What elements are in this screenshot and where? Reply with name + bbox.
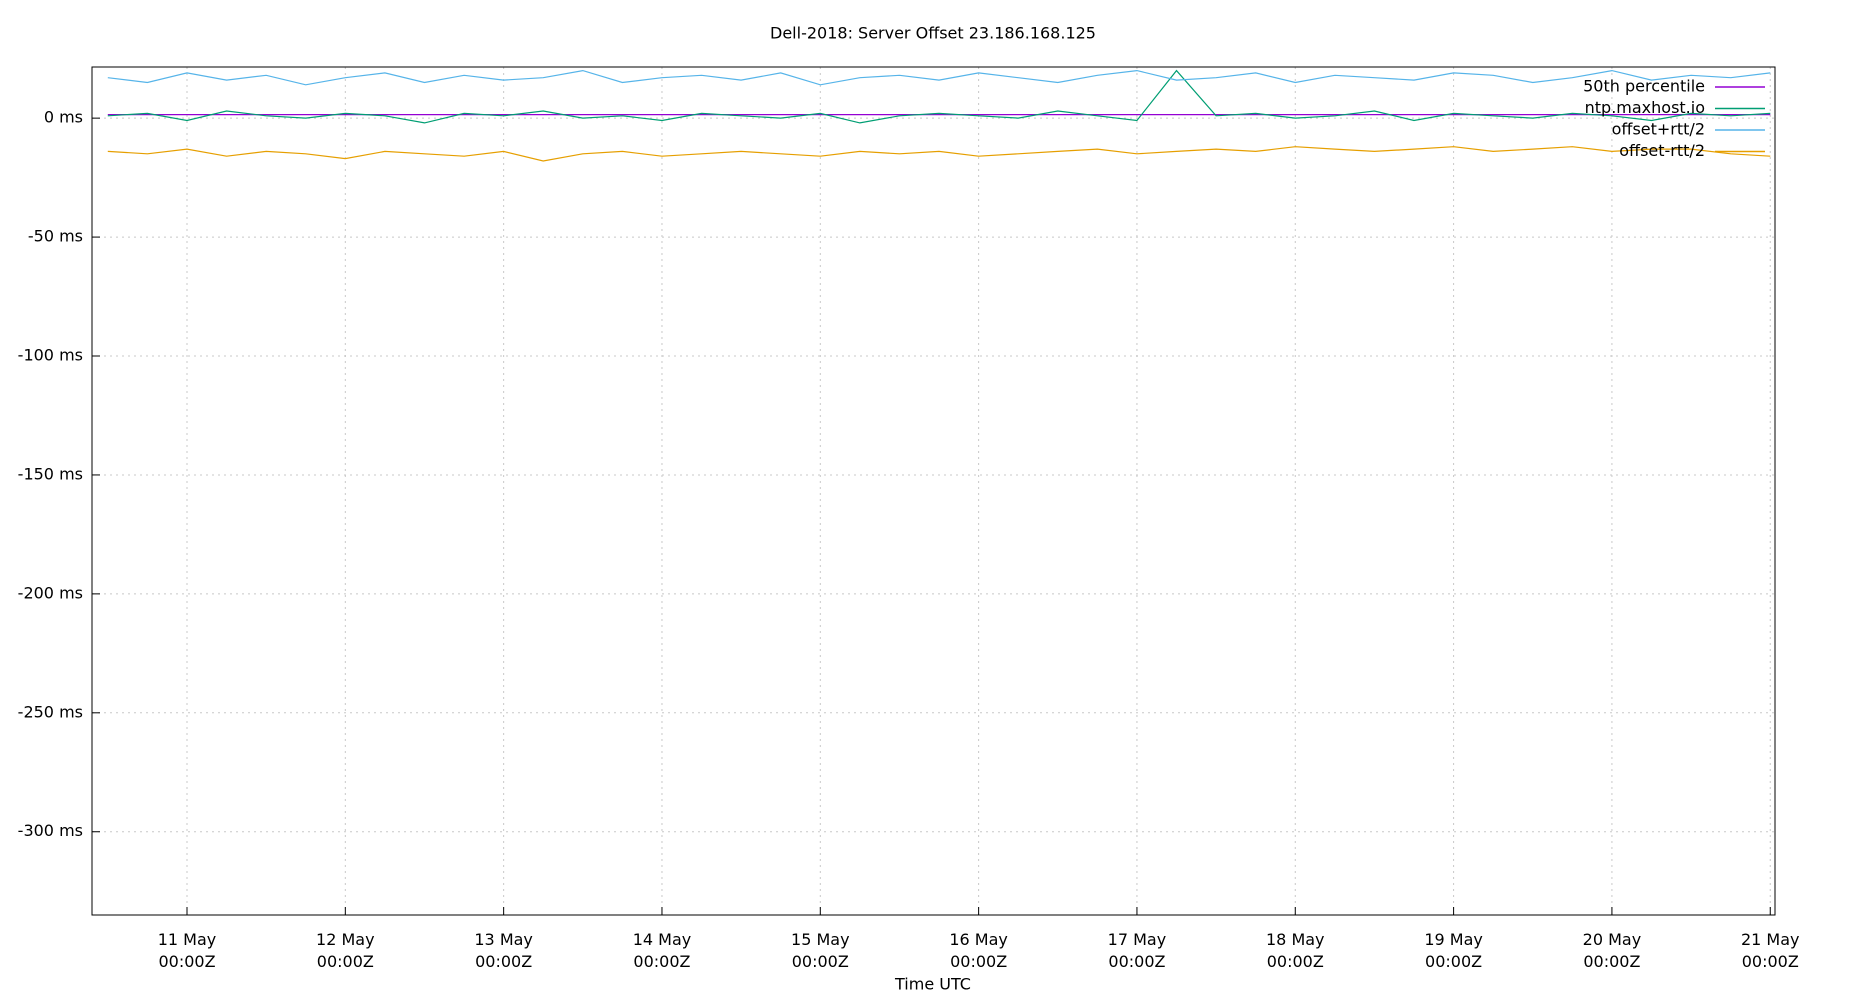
- x-tick-label: 19 May 00:00Z: [1424, 930, 1483, 971]
- y-tick-label: -200 ms: [18, 583, 83, 602]
- x-tick-label: 14 May 00:00Z: [633, 930, 692, 971]
- x-tick-label: 12 May 00:00Z: [316, 930, 375, 971]
- x-tick-label: 17 May 00:00Z: [1108, 930, 1167, 971]
- series-line: [107, 69, 1771, 86]
- legend-label: offset+rtt/2: [1612, 120, 1705, 139]
- x-tick-label: 13 May 00:00Z: [474, 930, 533, 971]
- legend-label: 50th percentile: [1583, 77, 1705, 96]
- x-tick-label: 16 May 00:00Z: [949, 930, 1008, 971]
- y-tick-label: -300 ms: [18, 821, 83, 840]
- y-tick-label: -50 ms: [28, 227, 83, 246]
- x-tick-label: 15 May 00:00Z: [791, 930, 850, 971]
- series-line: [107, 146, 1771, 162]
- y-tick-label: 0 ms: [44, 108, 83, 127]
- legend-label: ntp.maxhost.io: [1585, 98, 1705, 117]
- y-tick-label: -250 ms: [18, 702, 83, 721]
- y-tick-label: -100 ms: [18, 346, 83, 365]
- y-tick-label: -150 ms: [18, 464, 83, 483]
- x-tick-label: 21 May 00:00Z: [1741, 930, 1800, 971]
- x-tick-label: 18 May 00:00Z: [1266, 930, 1325, 971]
- x-axis-label: Time UTC: [894, 975, 971, 994]
- legend-label: offset-rtt/2: [1619, 141, 1705, 160]
- x-tick-label: 11 May 00:00Z: [158, 930, 217, 971]
- series-line: [107, 69, 1771, 124]
- plot-frame: [91, 66, 1776, 916]
- chart-title: Dell-2018: Server Offset 23.186.168.125: [770, 24, 1096, 43]
- x-tick-label: 20 May 00:00Z: [1583, 930, 1642, 971]
